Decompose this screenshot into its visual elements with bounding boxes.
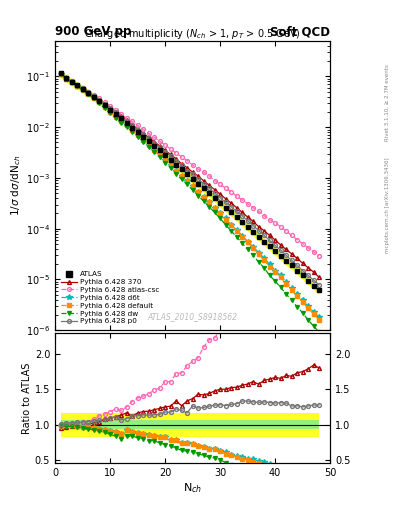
Title: Charged multiplicity ($N_{ch}$ > 1, $p_T$ > 0.5 GeV): Charged multiplicity ($N_{ch}$ > 1, $p_T… — [84, 27, 301, 41]
Text: mcplots.cern.ch [arXiv:1306.3436]: mcplots.cern.ch [arXiv:1306.3436] — [385, 157, 390, 252]
Y-axis label: 1/$\sigma$ d$\sigma$/dN$_{ch}$: 1/$\sigma$ d$\sigma$/dN$_{ch}$ — [9, 155, 23, 216]
Text: Soft QCD: Soft QCD — [270, 26, 330, 38]
Text: ATLAS_2010_S8918562: ATLAS_2010_S8918562 — [147, 312, 238, 322]
Y-axis label: Ratio to ATLAS: Ratio to ATLAS — [22, 362, 32, 434]
X-axis label: N$_{ch}$: N$_{ch}$ — [183, 481, 202, 495]
Text: Rivet 3.1.10, ≥ 2.7M events: Rivet 3.1.10, ≥ 2.7M events — [385, 64, 390, 141]
Legend: ATLAS, Pythia 6.428 370, Pythia 6.428 atlas-csc, Pythia 6.428 d6t, Pythia 6.428 : ATLAS, Pythia 6.428 370, Pythia 6.428 at… — [59, 269, 161, 327]
Text: 900 GeV pp: 900 GeV pp — [55, 26, 131, 38]
